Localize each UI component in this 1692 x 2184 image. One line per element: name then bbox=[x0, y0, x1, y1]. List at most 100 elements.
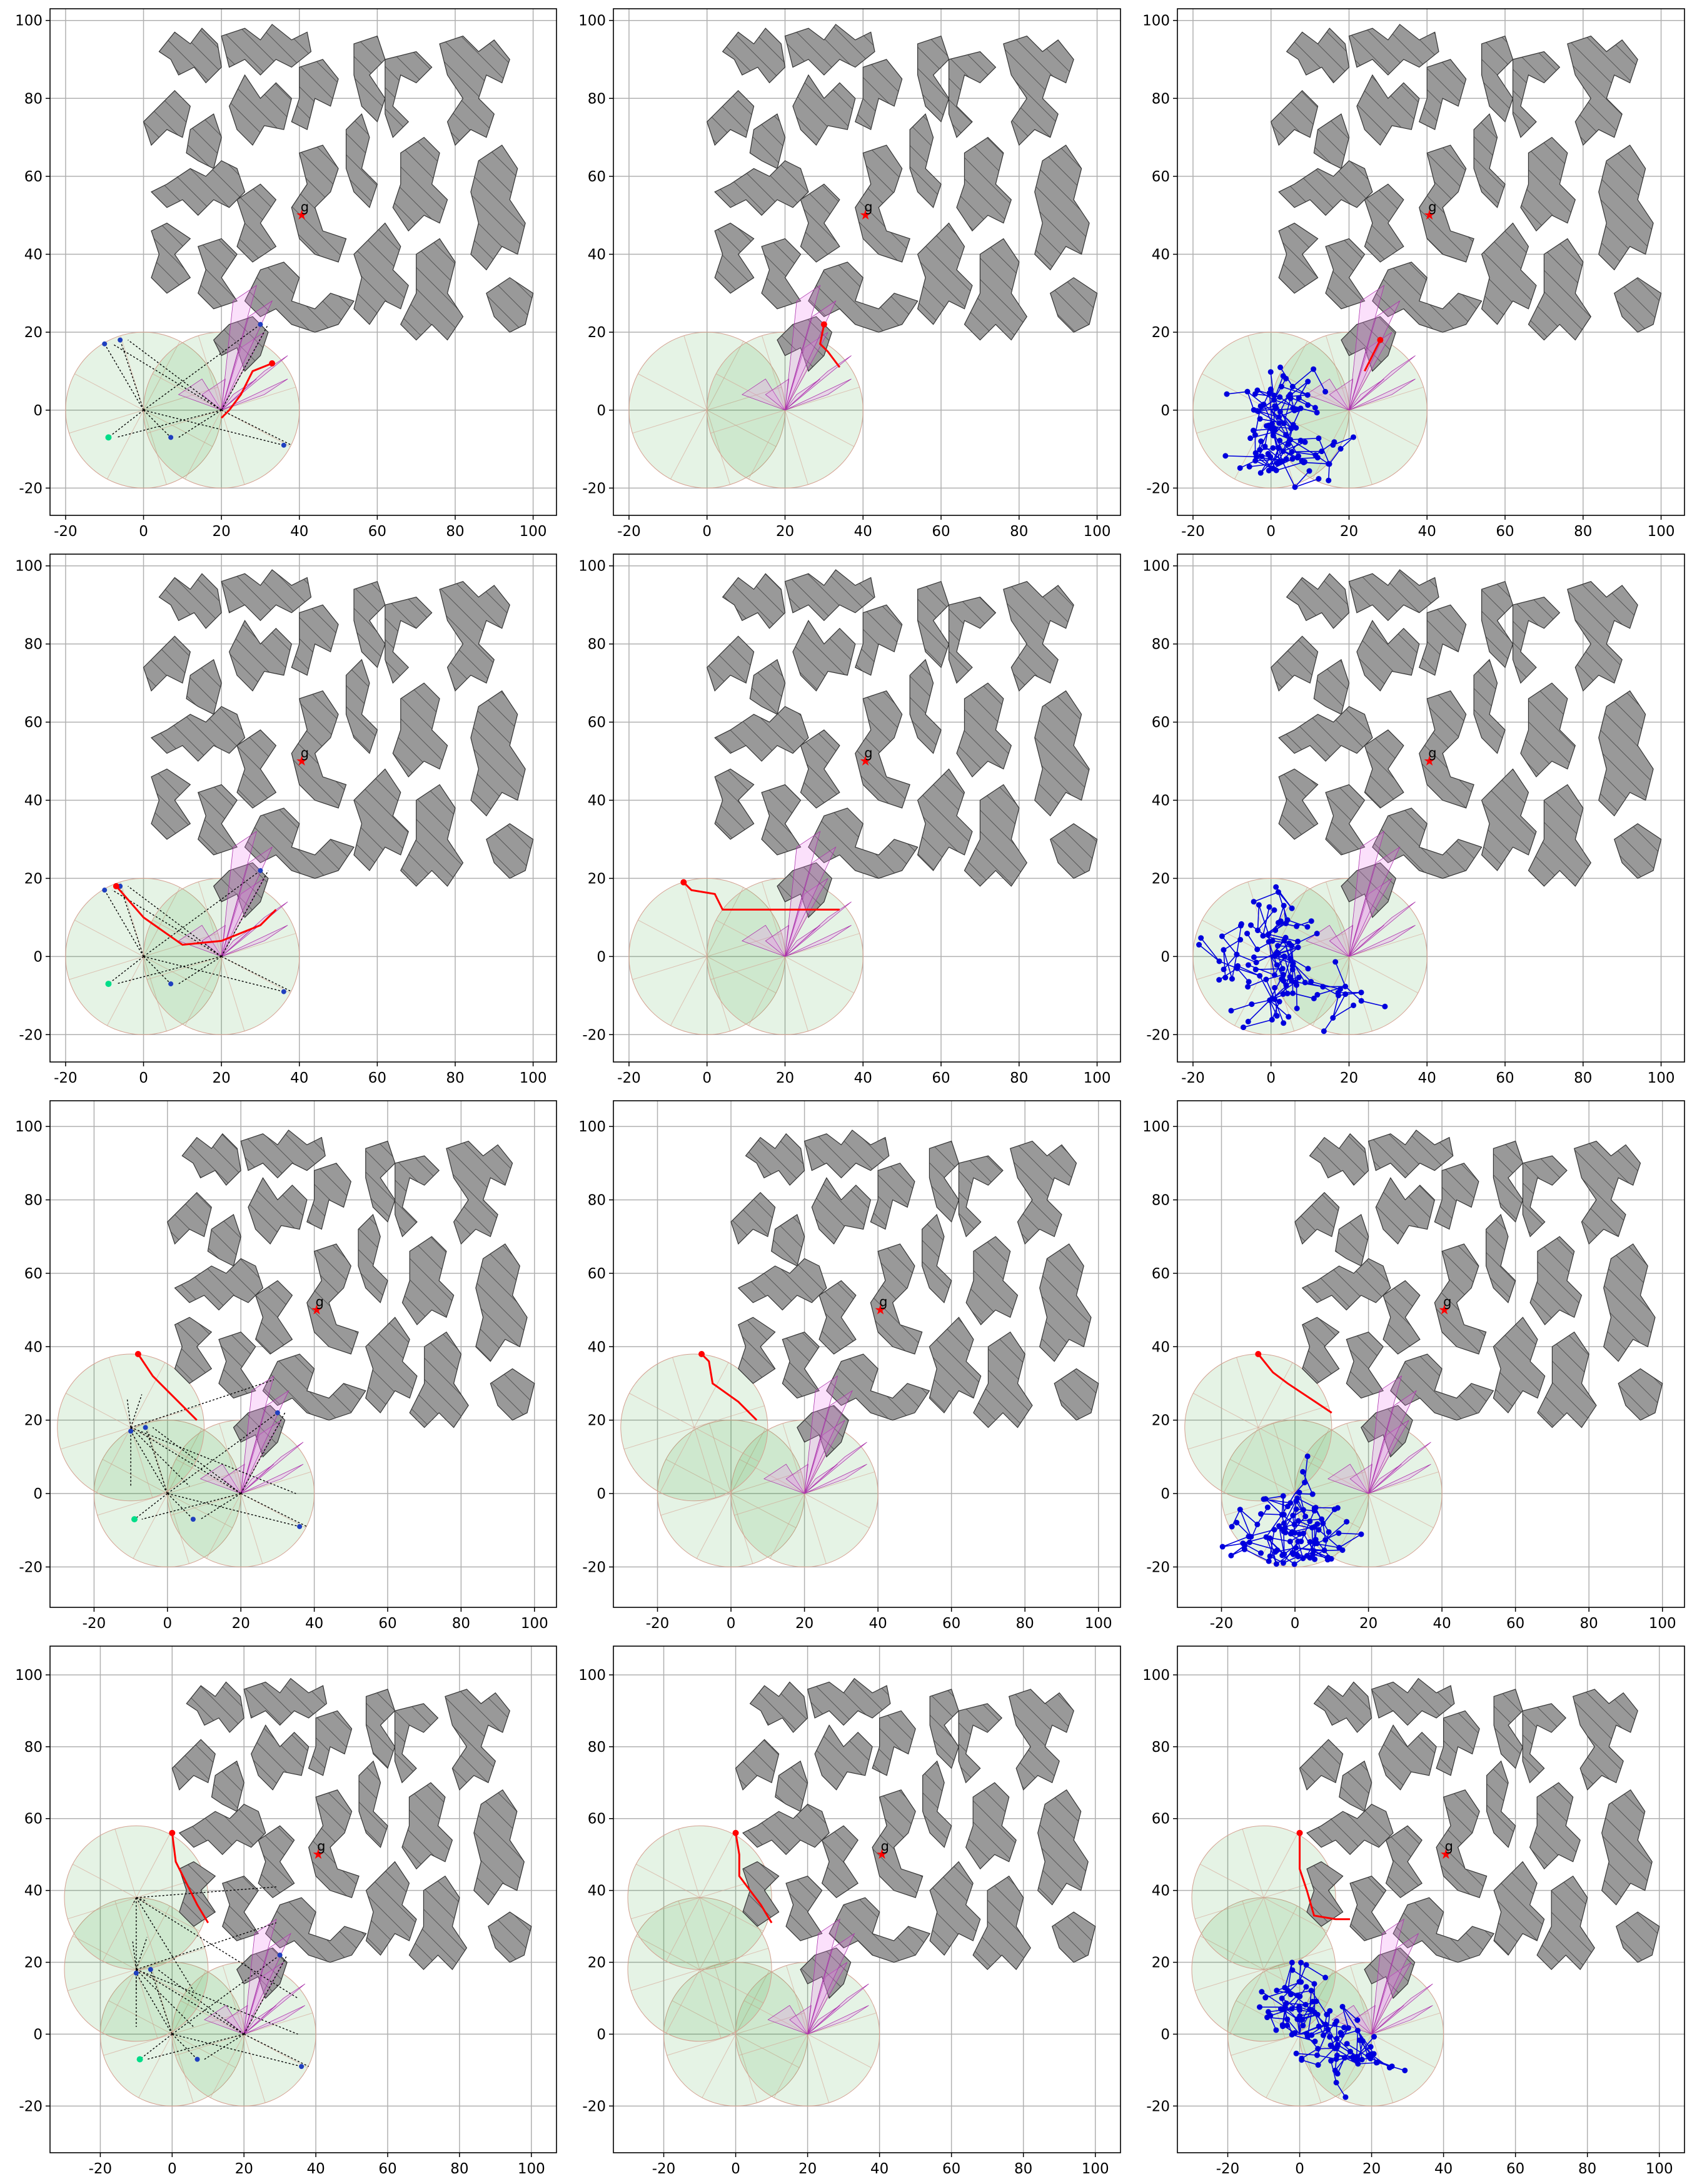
path-line bbox=[1364, 339, 1381, 372]
x-tick-label: 80 bbox=[452, 1615, 470, 1632]
tree-edge bbox=[1236, 954, 1257, 963]
sensor-ray bbox=[184, 410, 222, 480]
explored-fan bbox=[1368, 1464, 1431, 1494]
x-tick-label: -20 bbox=[83, 1615, 106, 1632]
y-tick-label: 60 bbox=[588, 715, 606, 731]
obstacle bbox=[1473, 659, 1506, 754]
frontier-node bbox=[105, 434, 112, 441]
sensor-ray bbox=[241, 1471, 311, 1494]
sensor-ray bbox=[198, 881, 222, 957]
tree-node bbox=[1344, 2041, 1350, 2047]
sensor-ray bbox=[171, 1970, 206, 2035]
sensor-ray bbox=[143, 341, 181, 411]
y-tick-label: 60 bbox=[24, 715, 43, 731]
goal-marker: ★ bbox=[296, 754, 308, 769]
obstacle bbox=[1616, 1911, 1660, 1963]
sensor-ray bbox=[1346, 1423, 1369, 1494]
goal-marker: ★ bbox=[1423, 754, 1436, 769]
tree-edge bbox=[1199, 944, 1220, 962]
obstacle bbox=[394, 1703, 439, 1784]
graph-edge bbox=[132, 1940, 137, 1970]
tree-edge bbox=[1266, 1514, 1283, 1538]
tree-node bbox=[1309, 2007, 1315, 2013]
obstacle bbox=[143, 635, 191, 692]
sensor-ray bbox=[670, 956, 708, 1026]
y-tick-label: 0 bbox=[33, 2026, 43, 2043]
y-tick-label: 20 bbox=[588, 1413, 606, 1429]
sensor-ray bbox=[1349, 410, 1372, 485]
sensor-ray bbox=[807, 2012, 877, 2035]
tree-edge bbox=[1284, 1987, 1301, 1997]
sensor-ray bbox=[170, 1493, 241, 1516]
sensor-ray bbox=[103, 2033, 173, 2056]
y-tick-label: 40 bbox=[1152, 1883, 1170, 1899]
obstacle bbox=[735, 1739, 780, 1791]
tree-edge bbox=[1346, 2043, 1371, 2060]
sensor-ray bbox=[184, 956, 222, 1026]
obstacle bbox=[1528, 238, 1591, 341]
y-tick-label: 60 bbox=[588, 1266, 606, 1282]
graph-node bbox=[168, 981, 174, 987]
tree-edge bbox=[1316, 2029, 1329, 2056]
tree-edge bbox=[1262, 907, 1270, 936]
tree-edge bbox=[1311, 1990, 1327, 2015]
x-tick-label: 40 bbox=[306, 2161, 325, 2177]
goal-marker: ★ bbox=[296, 208, 308, 223]
graph-edge bbox=[130, 1430, 168, 1494]
sensor-ray bbox=[785, 956, 808, 1031]
goal-marker: ★ bbox=[859, 208, 872, 223]
tree-node bbox=[1279, 2006, 1286, 2012]
y-tick-label: 20 bbox=[588, 325, 606, 341]
explored-fan bbox=[1349, 355, 1416, 411]
obstacle bbox=[1367, 1130, 1454, 1179]
sensor-ray bbox=[665, 1969, 700, 2033]
axes-frame bbox=[49, 1100, 557, 1608]
tree-node bbox=[1312, 2038, 1318, 2045]
explored-fan bbox=[804, 1420, 845, 1494]
goal-label: g bbox=[1428, 200, 1436, 215]
x-tick-label: 40 bbox=[305, 1615, 323, 1632]
x-tick-label: 100 bbox=[1646, 2161, 1673, 2177]
obstacle bbox=[803, 1130, 890, 1179]
obstacle bbox=[1301, 1258, 1391, 1311]
tree-edge bbox=[1269, 999, 1277, 1016]
y-tick-label: -20 bbox=[1146, 480, 1170, 497]
path-endpoint bbox=[1377, 336, 1384, 343]
tree-node bbox=[1311, 995, 1317, 1001]
tree-node bbox=[1337, 2030, 1344, 2036]
sensor-ray bbox=[638, 919, 707, 957]
obstacle bbox=[248, 1177, 308, 1245]
y-tick-label: 20 bbox=[24, 1413, 43, 1429]
panel-r2c1: ★g -20 0 20 40 60 80 100 -20 0 20 40 60 80 100 bbox=[15, 554, 557, 1086]
goal-label: g bbox=[301, 200, 309, 215]
tree-node bbox=[1287, 1991, 1294, 1998]
tree-node bbox=[1237, 936, 1244, 943]
sensor-ray bbox=[1229, 1969, 1264, 2033]
sensor-ray bbox=[735, 2012, 805, 2035]
graph-edge bbox=[132, 1897, 137, 1905]
obstacle bbox=[306, 1243, 359, 1355]
sensor-ray bbox=[1371, 2012, 1441, 2035]
tree-edge bbox=[1296, 1509, 1315, 1512]
obstacle bbox=[722, 573, 786, 629]
tree-node bbox=[1314, 931, 1320, 937]
frontier-node bbox=[105, 981, 112, 988]
axes-frame bbox=[613, 8, 1121, 516]
obstacle bbox=[964, 784, 1027, 887]
obstacle bbox=[445, 1689, 510, 1791]
graph-edge bbox=[152, 1427, 241, 1494]
sensor-ray bbox=[707, 387, 782, 411]
x-tick-label: 60 bbox=[942, 2161, 960, 2177]
panel-r3c1: ★g -20 0 20 40 60 80 100 -20 0 20 40 60 80 100 bbox=[15, 1100, 557, 1632]
obstacle bbox=[1419, 604, 1467, 676]
tree-node bbox=[1327, 2008, 1333, 2014]
panel-r4c2: ★g -20 0 20 40 60 80 100 -20 0 20 40 60 80 100 bbox=[578, 1646, 1121, 2177]
tree-node bbox=[1277, 918, 1284, 924]
sensor-ray bbox=[707, 956, 731, 1031]
explored-fan bbox=[221, 378, 288, 411]
sensor-ray bbox=[1263, 1897, 1286, 1967]
graph-edge bbox=[136, 1973, 173, 2035]
tree-edge bbox=[1257, 410, 1280, 424]
y-tick-label: 40 bbox=[588, 1883, 606, 1899]
axes-frame bbox=[1177, 8, 1685, 516]
